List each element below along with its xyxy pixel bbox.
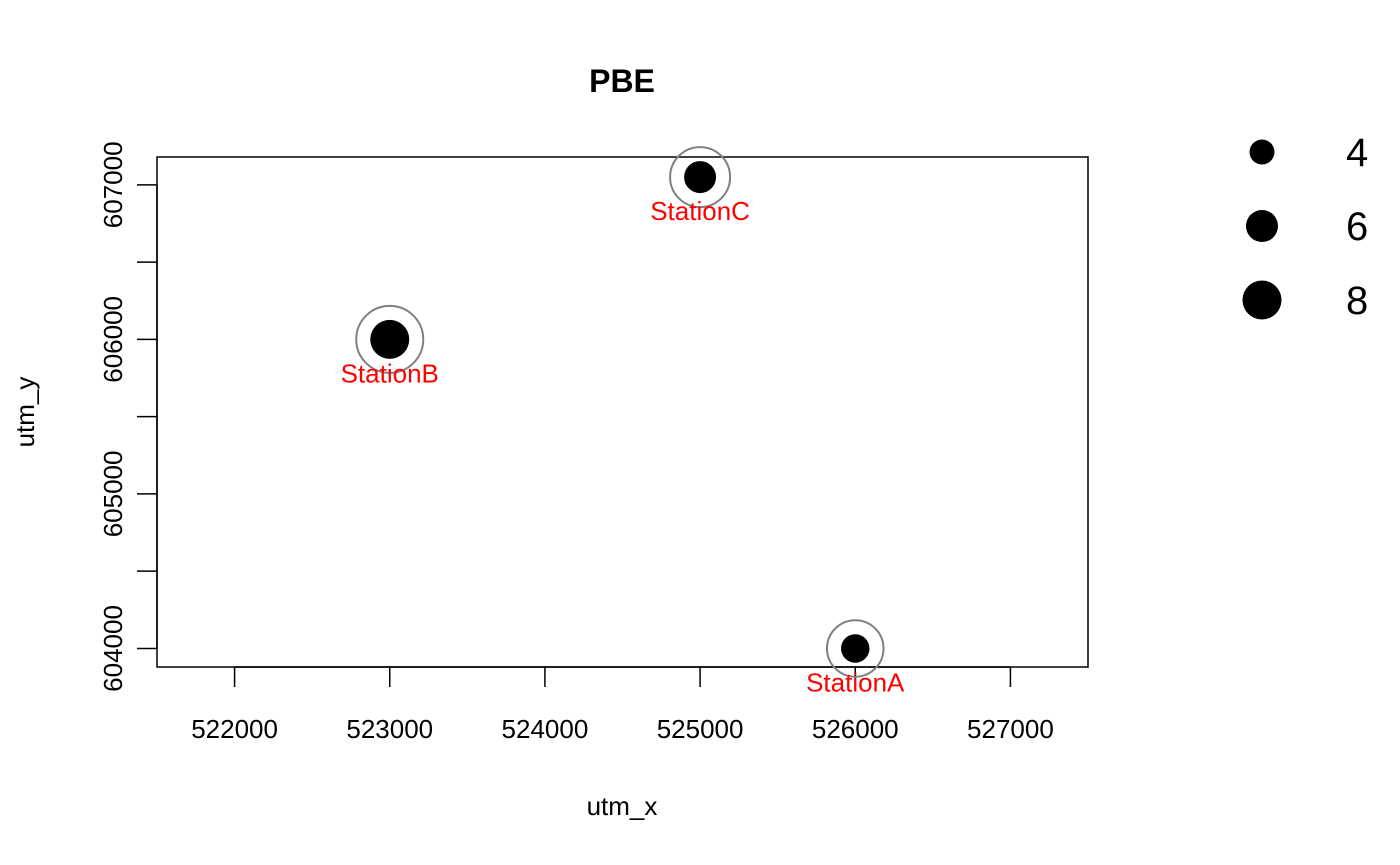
plot-frame [156,156,1089,668]
x-tick-label: 522000 [191,714,278,744]
y-tick-label: 607000 [98,141,128,228]
x-axis: 522000 523000 524000 525000 526000 527000 [191,666,1054,744]
data-points: StationA StationB StationC [341,146,905,697]
x-tick-label: 526000 [812,714,899,744]
point-halo [355,304,425,374]
data-point [841,634,870,663]
legend: 4 6 8 [1242,131,1368,323]
point-label: StationA [806,667,905,697]
legend-label: 6 [1346,205,1368,249]
point-label: StationB [341,358,439,388]
point-halo [669,146,732,209]
point-halo [826,619,885,678]
legend-label: 4 [1346,131,1368,175]
y-tick-label: 606000 [98,296,128,383]
x-tick-label: 527000 [967,714,1054,744]
legend-symbol [1249,139,1275,165]
y-tick-label: 605000 [98,451,128,538]
legend-symbol [1242,280,1282,320]
legend-label: 8 [1346,279,1368,323]
point-label: StationC [650,196,750,226]
data-point [684,161,717,194]
data-point [370,319,410,359]
x-tick-label: 525000 [657,714,744,744]
chart-title: PBE [589,63,655,99]
legend-symbol [1246,210,1278,242]
x-tick-label: 524000 [502,714,589,744]
x-axis-label: utm_x [587,791,658,821]
y-tick-label: 604000 [98,605,128,692]
y-axis-label: utm_y [10,377,40,448]
x-tick-label: 523000 [346,714,433,744]
y-axis: 604000 605000 606000 607000 [98,141,158,692]
